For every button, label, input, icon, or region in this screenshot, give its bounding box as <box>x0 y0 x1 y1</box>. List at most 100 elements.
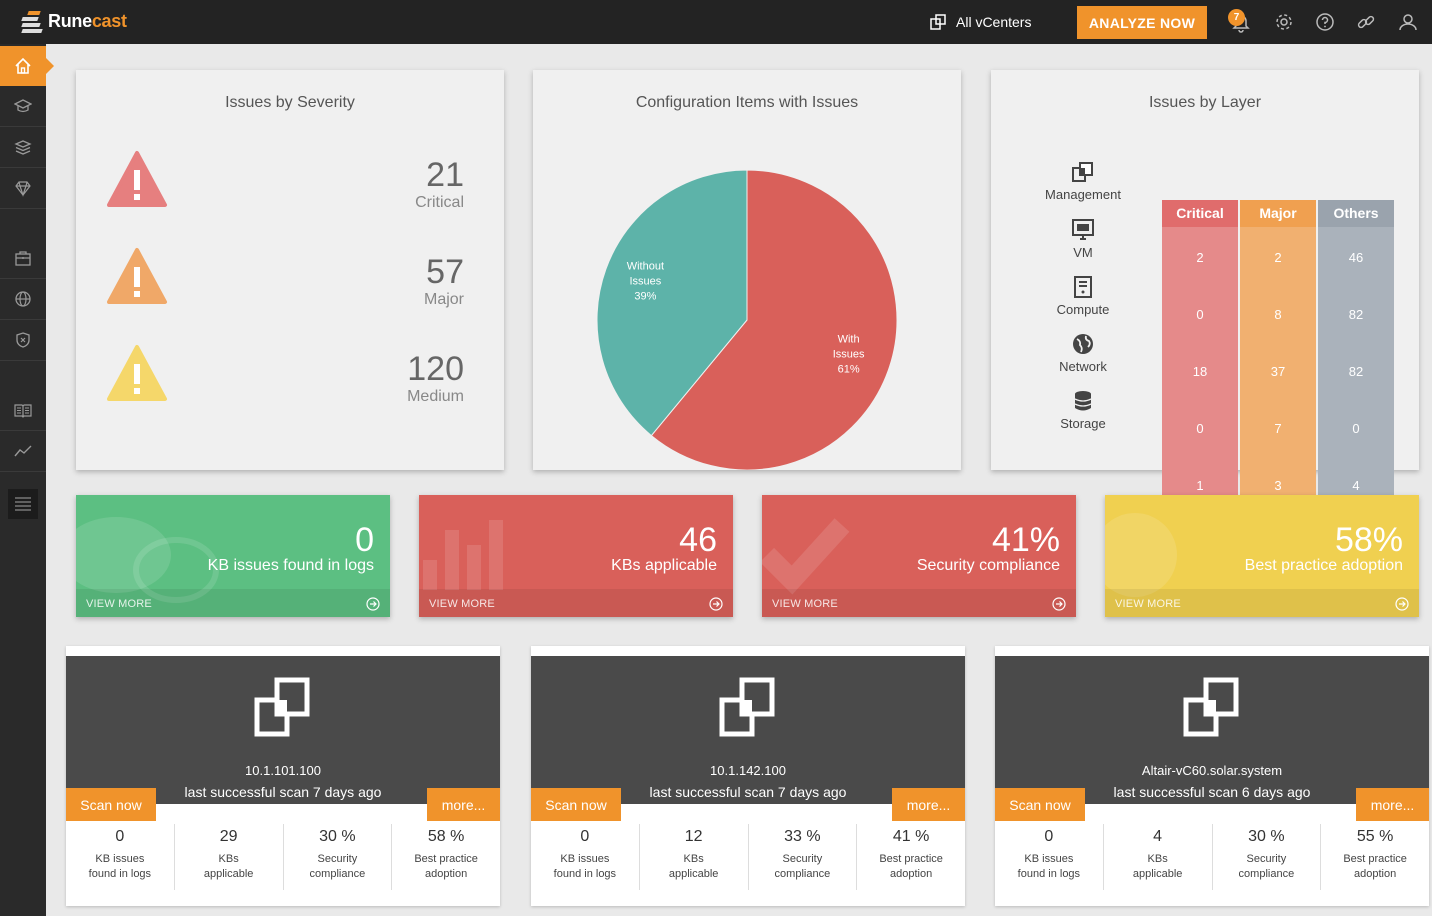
more-button[interactable]: more... <box>427 788 500 821</box>
user-icon[interactable] <box>1397 11 1419 33</box>
layer-cell[interactable]: 1 <box>1196 478 1204 493</box>
scan-now-button[interactable]: Scan now <box>995 788 1085 821</box>
sidebar-item-layers[interactable] <box>0 127 46 167</box>
column-header-others[interactable]: Others <box>1318 200 1394 227</box>
view-more-link[interactable]: VIEW MORE <box>772 598 838 610</box>
runecast-logo[interactable]: Runecast <box>20 9 127 33</box>
stat-kb-logs[interactable]: 0 KB issues found in logs <box>66 824 175 890</box>
pie-slice[interactable] <box>596 169 748 437</box>
sidebar-item-kb[interactable] <box>0 390 46 430</box>
tile-footer <box>762 589 1076 617</box>
arrow-circle-icon[interactable] <box>1052 597 1066 611</box>
layer-name: Management <box>1045 187 1121 202</box>
stat-kbs-applicable[interactable]: 29 KBs applicable <box>175 824 284 890</box>
view-more-link[interactable]: VIEW MORE <box>1115 598 1181 610</box>
sidebar-item-security[interactable] <box>0 320 46 360</box>
layer-cell[interactable]: 0 <box>1196 307 1204 322</box>
home-icon <box>15 57 31 74</box>
layer-cell[interactable]: 3 <box>1274 478 1282 493</box>
help-icon[interactable] <box>1314 11 1336 33</box>
layer-row-compute[interactable]: Compute <box>1031 275 1135 317</box>
view-more-link[interactable]: VIEW MORE <box>86 598 152 610</box>
tile-label: Best practice adoption <box>1244 557 1403 574</box>
analyze-now-button[interactable]: ANALYZE NOW <box>1077 6 1207 39</box>
stat-kbs-applicable[interactable]: 12 KBs applicable <box>640 824 749 890</box>
layer-row-vm[interactable]: VM <box>1031 218 1135 260</box>
layer-row-network[interactable]: Network <box>1031 332 1135 374</box>
link-icon[interactable] <box>1355 11 1377 33</box>
layer-row-storage[interactable]: Storage <box>1031 389 1135 431</box>
config-items-pie-chart[interactable]: With Issues 61% Without Issues 39% <box>533 70 961 470</box>
more-button[interactable]: more... <box>892 788 965 821</box>
vcenter-selector[interactable]: All vCenters <box>930 14 1031 30</box>
layer-cell[interactable]: 0 <box>1352 421 1360 436</box>
arrow-circle-icon[interactable] <box>1395 597 1409 611</box>
tile-footer <box>76 589 390 617</box>
layer-cell[interactable]: 4 <box>1352 478 1360 493</box>
tile-value: 58% <box>1334 521 1403 559</box>
stat-kb-logs[interactable]: 0 KB issues found in logs <box>995 824 1104 890</box>
sidebar-item-best-practices[interactable] <box>0 168 46 208</box>
column-header-critical[interactable]: Critical <box>1162 200 1238 227</box>
arrow-circle-icon[interactable] <box>709 597 723 611</box>
sidebar-item-education[interactable] <box>0 86 46 126</box>
medium-warning-icon[interactable] <box>106 344 168 402</box>
last-scan-text: last successful scan 7 days ago <box>184 784 382 800</box>
kb-logs-tile[interactable]: 0 KB issues found in logs VIEW MORE <box>76 495 390 617</box>
layer-cell[interactable]: 37 <box>1270 364 1286 379</box>
more-button[interactable]: more... <box>1356 788 1429 821</box>
sidebar-item-home[interactable] <box>0 46 54 86</box>
major-warning-icon[interactable] <box>106 247 168 305</box>
sidebar-item-list[interactable] <box>0 484 46 524</box>
vcenter-icon <box>719 677 775 737</box>
stat-kb-logs[interactable]: 0 KB issues found in logs <box>531 824 640 890</box>
tile-label: KBs applicable <box>611 557 717 574</box>
layer-cell[interactable]: 7 <box>1274 421 1282 436</box>
critical-count[interactable]: 21 <box>426 156 464 194</box>
stat-security-compliance[interactable]: 30 % Security compliance <box>1213 824 1322 890</box>
pie-slice[interactable] <box>650 169 898 470</box>
major-count[interactable]: 57 <box>426 253 464 291</box>
stat-security-compliance[interactable]: 33 % Security compliance <box>749 824 858 890</box>
layer-cell[interactable]: 0 <box>1196 421 1204 436</box>
sidebar-item-network[interactable] <box>0 279 46 319</box>
critical-label: Critical <box>415 194 464 211</box>
gear-icon[interactable] <box>1273 11 1295 33</box>
column-header-major[interactable]: Major <box>1240 200 1316 227</box>
sidebar-item-trends[interactable] <box>0 431 46 471</box>
best-practice-tile[interactable]: 58% Best practice adoption VIEW MORE <box>1105 495 1419 617</box>
diamond-icon <box>15 181 31 197</box>
vcenter-card-header: Altair-vC60.solar.system last successful… <box>995 656 1429 804</box>
layer-cell[interactable]: 2 <box>1196 250 1204 265</box>
vcenter-card-header: 10.1.101.100 last successful scan 7 days… <box>66 656 500 804</box>
vcenter-card-header: 10.1.142.100 last successful scan 7 days… <box>531 656 965 804</box>
critical-warning-icon[interactable] <box>106 150 168 208</box>
layer-cell[interactable]: 82 <box>1348 364 1364 379</box>
kbs-applicable-tile[interactable]: 46 KBs applicable VIEW MORE <box>419 495 733 617</box>
layer-cell[interactable]: 2 <box>1274 250 1282 265</box>
scan-now-button[interactable]: Scan now <box>531 788 621 821</box>
stat-kbs-applicable[interactable]: 4 KBs applicable <box>1104 824 1213 890</box>
stat-security-compliance[interactable]: 30 % Security compliance <box>284 824 393 890</box>
layer-name: Compute <box>1056 302 1110 317</box>
bar-chart-icon <box>423 520 503 590</box>
stat-best-practice[interactable]: 58 % Best practice adoption <box>414 828 478 880</box>
stat-best-practice[interactable]: 55 % Best practice adoption <box>1343 828 1407 880</box>
scan-now-button[interactable]: Scan now <box>66 788 156 821</box>
layer-cell[interactable]: 46 <box>1348 250 1364 265</box>
medium-count[interactable]: 120 <box>407 350 464 388</box>
layer-cell[interactable]: 82 <box>1348 307 1364 322</box>
layer-column-others: Others 46 82 82 0 4 <box>1318 200 1394 513</box>
arrow-circle-icon[interactable] <box>366 597 380 611</box>
globe-icon <box>1105 513 1177 597</box>
major-label: Major <box>423 291 464 308</box>
layers-icon <box>14 140 32 155</box>
layer-cell[interactable]: 8 <box>1274 307 1282 322</box>
layer-row-management[interactable]: Management <box>1031 160 1135 202</box>
view-more-link[interactable]: VIEW MORE <box>429 598 495 610</box>
stat-best-practice[interactable]: 41 % Best practice adoption <box>879 828 943 880</box>
pie-slice-label: Without Issues 39% <box>627 260 664 302</box>
sidebar-item-inventory[interactable] <box>0 238 46 278</box>
layer-cell[interactable]: 18 <box>1192 364 1208 379</box>
security-compliance-tile[interactable]: 41% Security compliance VIEW MORE <box>762 495 1076 617</box>
